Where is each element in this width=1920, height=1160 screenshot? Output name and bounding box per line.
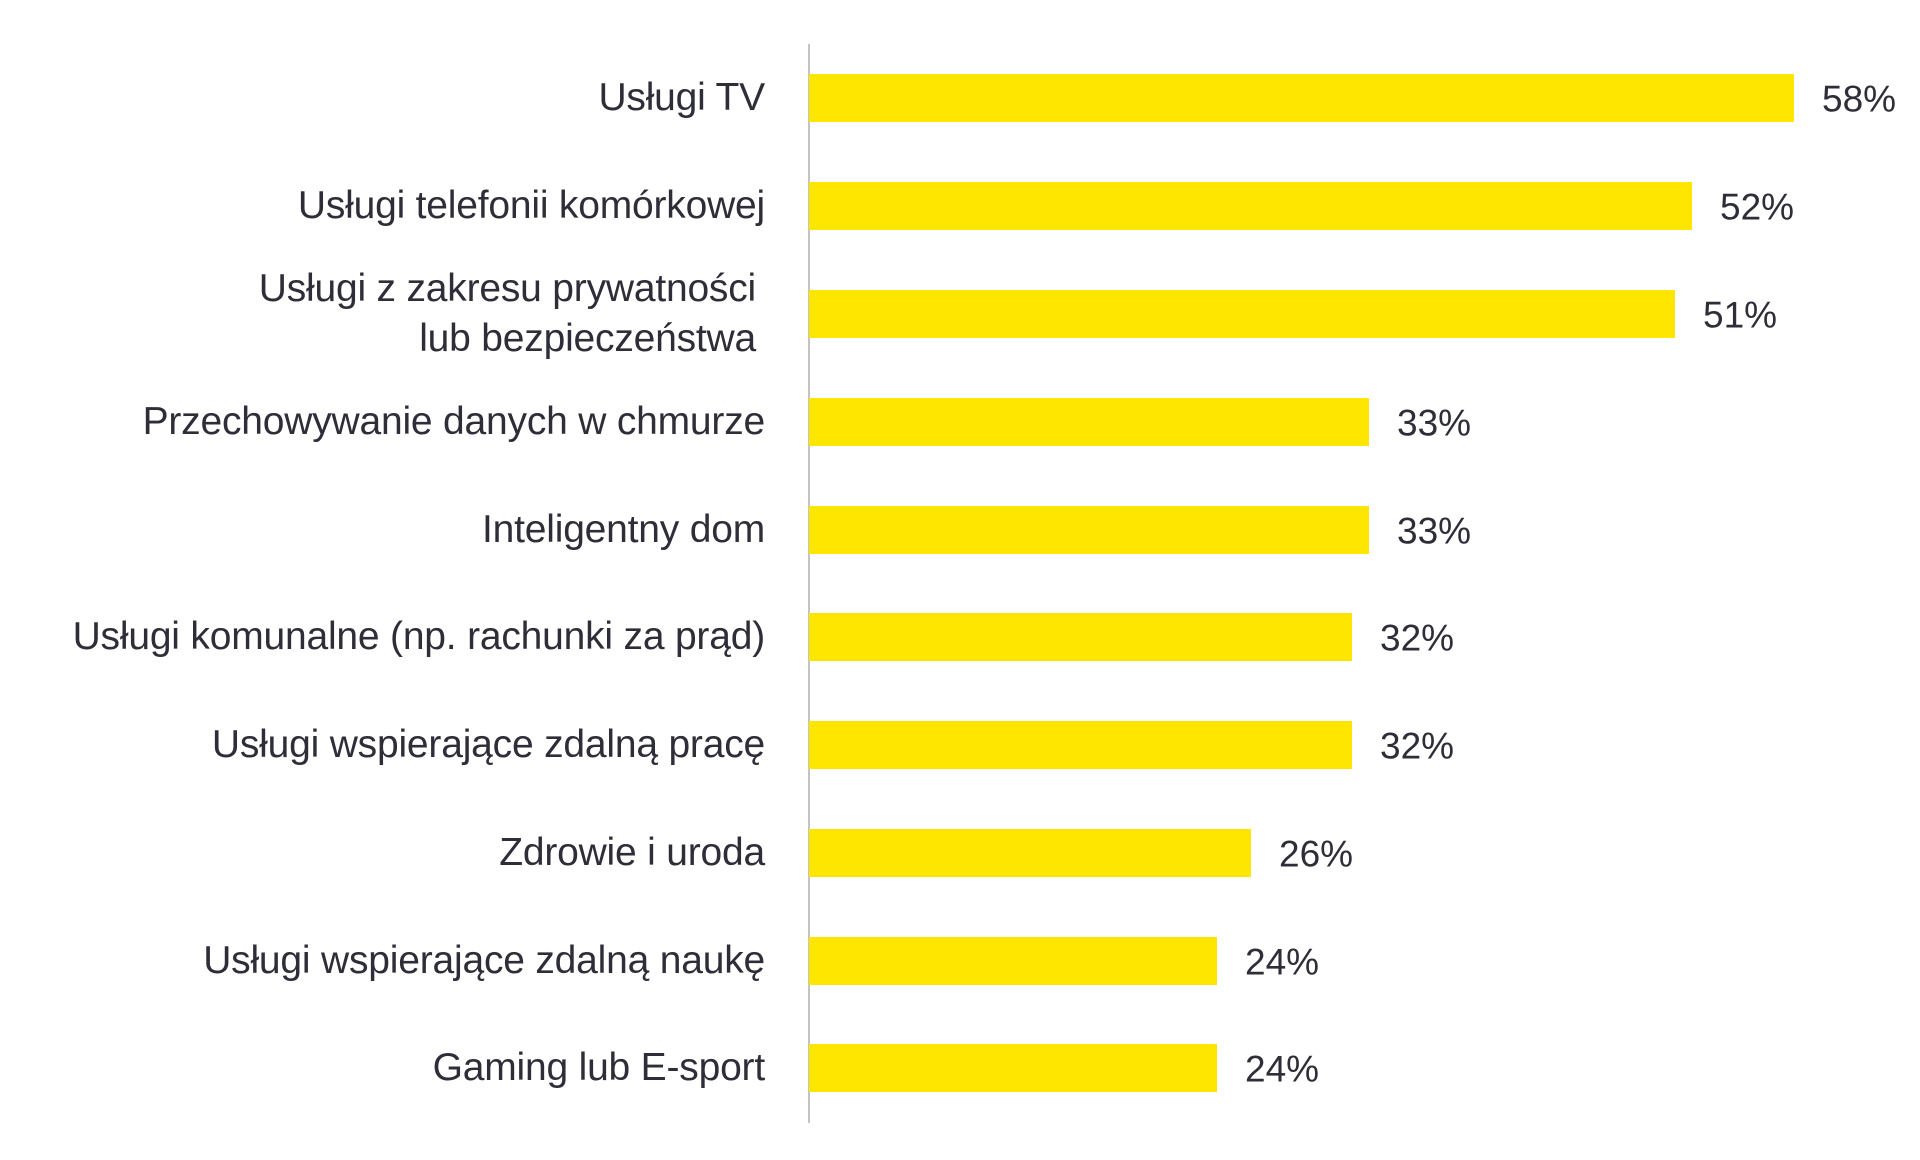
bar — [809, 937, 1217, 985]
value-label: 33% — [1397, 510, 1472, 552]
bar-row: Usługi TV 58% — [0, 74, 1920, 122]
value-label: 33% — [1397, 402, 1472, 444]
value-label: 32% — [1380, 725, 1455, 767]
bar — [809, 182, 1692, 230]
bar-row: Usługi z zakresu prywatności lub bezpiec… — [0, 267, 1920, 360]
value-label: 24% — [1245, 1048, 1320, 1090]
value-label: 26% — [1279, 833, 1354, 875]
bar — [809, 506, 1369, 554]
category-label: Usługi komunalne (np. rachunki za prąd) — [72, 615, 766, 658]
category-label: Zdrowie i uroda — [499, 831, 765, 874]
category-label: Usługi z zakresu prywatności lub bezpiec… — [258, 267, 756, 360]
category-label: Usługi telefonii komórkowej — [297, 184, 765, 227]
bar-row: Usługi telefonii komórkowej 52% — [0, 182, 1920, 230]
bar — [809, 613, 1352, 661]
category-label: Inteligentny dom — [482, 508, 765, 551]
category-axis-line — [808, 44, 810, 1123]
bar — [809, 721, 1352, 769]
value-label: 58% — [1822, 78, 1897, 120]
category-label: Przechowywanie danych w chmurze — [142, 400, 766, 443]
bar — [809, 829, 1251, 877]
bar-row: Usługi wspierające zdalną naukę 24% — [0, 937, 1920, 985]
bar — [809, 398, 1369, 446]
value-label: 52% — [1720, 186, 1795, 228]
bar-row: Przechowywanie danych w chmurze 33% — [0, 398, 1920, 446]
value-label: 24% — [1245, 941, 1320, 983]
value-label: 32% — [1380, 617, 1455, 659]
category-label: Usługi TV — [598, 76, 765, 119]
bar-row: Usługi komunalne (np. rachunki za prąd) … — [0, 613, 1920, 661]
bar-row: Inteligentny dom 33% — [0, 506, 1920, 554]
category-label: Usługi wspierające zdalną pracę — [211, 723, 765, 766]
bar-row: Usługi wspierające zdalną pracę 32% — [0, 721, 1920, 769]
category-label: Usługi wspierające zdalną naukę — [203, 939, 765, 982]
value-label: 51% — [1703, 294, 1778, 336]
bar-row: Zdrowie i uroda 26% — [0, 829, 1920, 877]
bar — [809, 290, 1675, 338]
bar-row: Gaming lub E-sport 24% — [0, 1044, 1920, 1092]
bar — [809, 74, 1794, 122]
category-label: Gaming lub E-sport — [432, 1046, 766, 1089]
bar — [809, 1044, 1217, 1092]
